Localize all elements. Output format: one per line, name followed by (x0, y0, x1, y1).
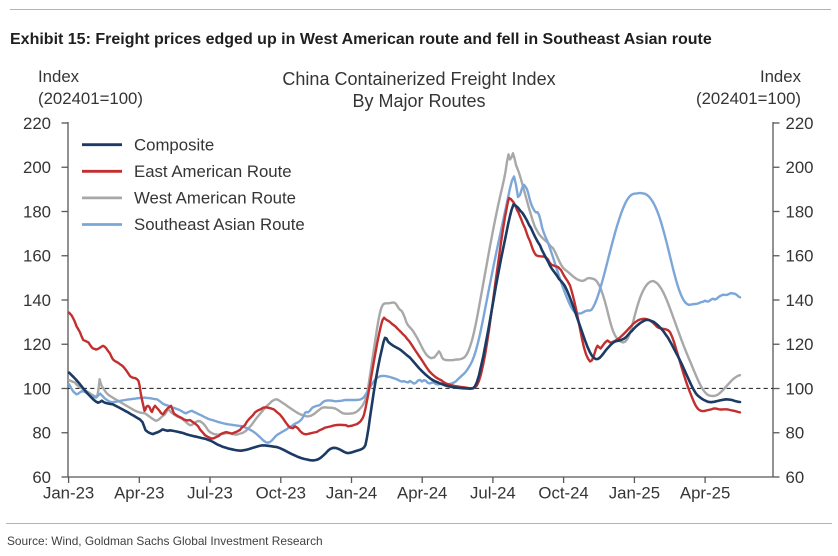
svg-text:180: 180 (23, 202, 51, 221)
svg-text:(202401=100): (202401=100) (38, 89, 143, 108)
svg-text:Composite: Composite (134, 135, 214, 154)
svg-text:140: 140 (23, 291, 51, 310)
svg-text:Oct-24: Oct-24 (538, 484, 588, 503)
svg-text:East American Route: East American Route (134, 162, 292, 181)
svg-text:Jan-25: Jan-25 (609, 484, 660, 503)
svg-text:Apr-23: Apr-23 (114, 484, 164, 503)
svg-text:140: 140 (786, 291, 814, 310)
svg-text:Apr-24: Apr-24 (397, 484, 447, 503)
svg-text:Jul-23: Jul-23 (187, 484, 233, 503)
svg-text:Index: Index (38, 67, 80, 86)
svg-text:100: 100 (786, 379, 814, 398)
svg-text:160: 160 (23, 247, 51, 266)
svg-text:60: 60 (32, 468, 51, 487)
svg-text:Jul-24: Jul-24 (470, 484, 516, 503)
svg-text:West American Route: West American Route (134, 189, 296, 208)
svg-text:Index: Index (760, 67, 802, 86)
svg-text:180: 180 (786, 202, 814, 221)
svg-text:120: 120 (786, 335, 814, 354)
svg-text:Jan-23: Jan-23 (43, 484, 94, 503)
svg-text:80: 80 (786, 424, 805, 443)
svg-text:By Major Routes: By Major Routes (352, 91, 485, 111)
svg-text:Apr-25: Apr-25 (680, 484, 730, 503)
svg-text:160: 160 (786, 247, 814, 266)
svg-text:200: 200 (23, 158, 51, 177)
svg-text:Oct-23: Oct-23 (256, 484, 306, 503)
svg-text:200: 200 (786, 158, 814, 177)
svg-text:120: 120 (23, 335, 51, 354)
svg-text:80: 80 (32, 424, 51, 443)
svg-text:220: 220 (23, 114, 51, 133)
svg-text:(202401=100): (202401=100) (696, 89, 801, 108)
svg-text:Jan-24: Jan-24 (326, 484, 377, 503)
svg-text:60: 60 (786, 468, 805, 487)
svg-text:Southeast Asian Route: Southeast Asian Route (134, 215, 305, 234)
svg-text:China Containerized Freight In: China Containerized Freight Index (282, 69, 555, 89)
svg-text:220: 220 (786, 114, 814, 133)
svg-text:100: 100 (23, 379, 51, 398)
